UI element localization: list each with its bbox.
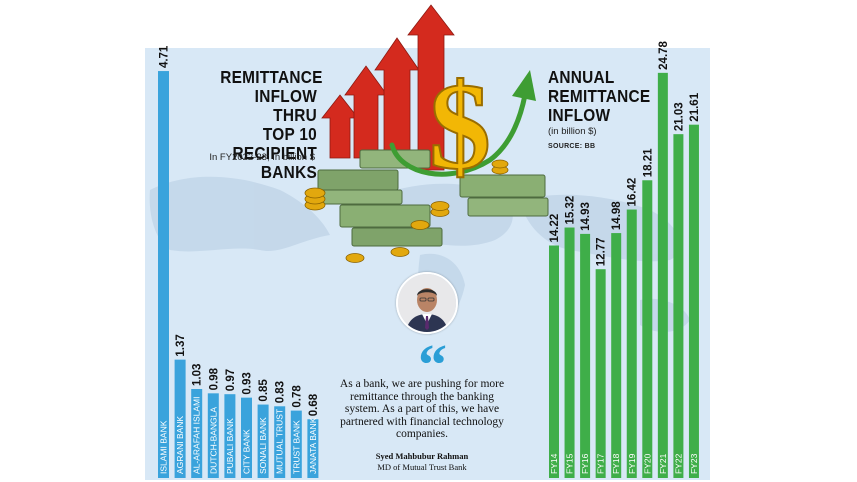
- left-chart-title: REMITTANCE INFLOW THRU TOP 10 RECIPIENT …: [220, 67, 323, 182]
- bank-value-label: 0.93: [242, 372, 254, 394]
- year-bar: [657, 72, 668, 479]
- year-category-label: FY18: [611, 453, 621, 474]
- annual-bar-chart: 14.22 FY14 15.32 FY15 14.93 FY16 12.77 FY17 14.9…: [549, 40, 701, 479]
- year-value-label: 24.78: [658, 40, 670, 69]
- bank-category-label: MUTUAL TRUST: [275, 409, 285, 474]
- bank-bar: [241, 397, 252, 478]
- bank-category-label: TRUST BANK: [291, 420, 301, 474]
- year-category-label: FY21: [658, 453, 668, 474]
- bank-category-label: JANATA BANK: [308, 417, 318, 474]
- bank-value-label: 0.85: [258, 379, 270, 402]
- year-category-label: FY23: [689, 453, 699, 474]
- left-title-line: INFLOW THRU: [254, 86, 317, 125]
- bank-bar: [290, 410, 302, 478]
- year-bar: [549, 245, 559, 478]
- year-bar: [673, 134, 684, 479]
- bank-value-label: 4.71: [159, 45, 171, 68]
- quote-mark-icon: “: [418, 332, 447, 397]
- year-value-label: 14.93: [580, 202, 592, 231]
- year-bar: [626, 209, 637, 478]
- year-value-label: 16.42: [627, 178, 639, 207]
- year-value-label: 18.21: [642, 148, 654, 177]
- bank-category-label: SONALI BANK: [258, 417, 268, 474]
- left-chart-subtitle: In FY2022-23; In billion $: [209, 152, 315, 163]
- year-value-label: 15.32: [565, 196, 577, 225]
- bank-bar-chart: 4.71 ISLAMI BANK 1.37 AGRANI BANK 1.03 AL-ARA…: [158, 45, 320, 478]
- bank-value-label: 1.03: [192, 364, 204, 386]
- bank-value-label: 0.68: [308, 393, 320, 416]
- year-bar: [580, 233, 591, 478]
- year-category-label: FY20: [642, 453, 652, 474]
- chart-source: SOURCE: BB: [548, 143, 596, 150]
- bank-value-label: 0.98: [208, 367, 220, 390]
- year-category-label: FY15: [565, 453, 575, 474]
- bank-bar: [274, 406, 286, 478]
- dollar-sign-icon: $: [429, 58, 491, 195]
- right-title-line: REMITTANCE: [548, 86, 651, 106]
- bank-bar: [191, 389, 203, 478]
- year-bar: [642, 180, 653, 479]
- money-arrows-illustration: $: [304, 4, 549, 263]
- green-swoosh-arrow-icon: [389, 70, 536, 177]
- year-category-label: FY14: [549, 453, 559, 474]
- year-value-label: 12.77: [596, 237, 608, 266]
- year-category-label: FY19: [627, 453, 637, 474]
- right-title-line: INFLOW: [548, 105, 611, 125]
- year-value-label: 21.61: [689, 92, 701, 121]
- bank-bar: [224, 394, 236, 478]
- right-chart-subtitle: (in billion $): [548, 126, 597, 137]
- red-arrow-icon: [321, 4, 455, 171]
- year-value-label: 14.98: [611, 201, 623, 230]
- quote-author-role: MD of Mutual Trust Bank: [377, 462, 467, 472]
- quote-author-name: Syed Mahbubur Rahman: [375, 451, 469, 461]
- year-category-label: FY22: [673, 453, 683, 474]
- bank-category-label: PUBALI BANK: [225, 418, 235, 474]
- bank-value-label: 0.97: [225, 369, 237, 391]
- year-bar: [611, 233, 622, 478]
- left-title-line: BANKS: [260, 162, 317, 182]
- year-bar: [688, 124, 699, 478]
- avatar: [396, 272, 458, 334]
- year-bar: [564, 227, 575, 478]
- bank-bar: [257, 404, 269, 478]
- bank-value-label: 0.78: [291, 385, 303, 408]
- cash-stack-icon: [317, 149, 549, 247]
- bank-bar: [207, 393, 219, 478]
- bank-value-label: 0.83: [275, 381, 287, 403]
- right-title-line: ANNUAL: [548, 67, 615, 87]
- year-category-label: FY17: [596, 453, 606, 474]
- left-title-line: REMITTANCE: [220, 67, 323, 87]
- year-category-label: FY16: [580, 453, 590, 474]
- year-bar: [595, 269, 606, 478]
- right-chart-title: ANNUAL REMITTANCE INFLOW: [548, 68, 654, 125]
- gold-coins-icon: [304, 159, 509, 263]
- bank-category-label: CITY BANK: [242, 429, 252, 474]
- bank-bar: [174, 359, 186, 478]
- left-title-line: TOP 10 RECIPIENT: [232, 124, 317, 163]
- quote-text: As a bank, we are pushing for more remit…: [339, 378, 505, 440]
- bank-category-label: AGRANI BANK: [175, 416, 185, 474]
- bank-value-label: 1.37: [175, 334, 187, 356]
- bank-category-label: AL-ARAFAH ISLAMI: [192, 397, 202, 474]
- bank-bar: [158, 71, 169, 478]
- bank-category-label: DUTCH-BANGLA: [208, 407, 218, 474]
- year-value-label: 21.03: [673, 102, 685, 131]
- bank-bar: [307, 419, 319, 478]
- year-value-label: 14.22: [549, 214, 561, 243]
- bank-category-label: ISLAMI BANK: [159, 420, 169, 474]
